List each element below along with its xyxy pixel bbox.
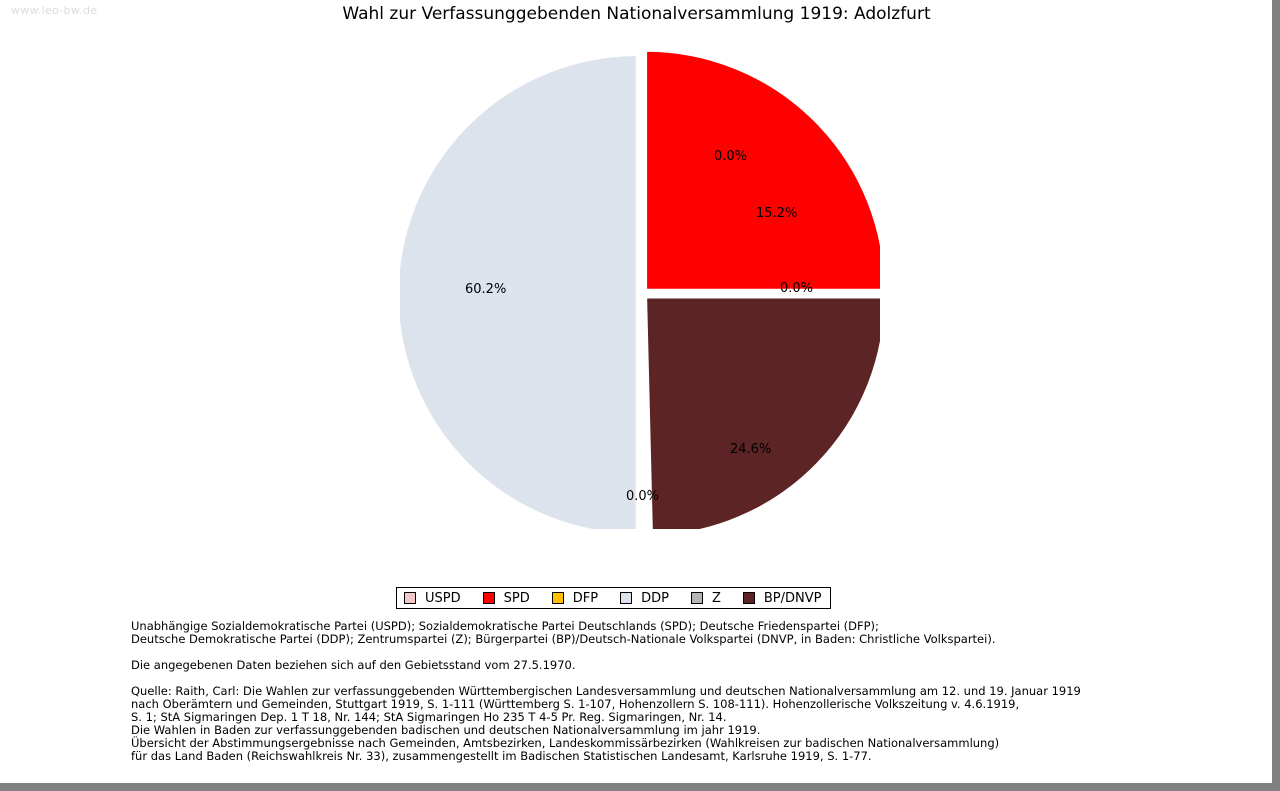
legend-item-bpdnvp[interactable]: BP/DNVP [742, 590, 822, 606]
footer-line: Übersicht der Abstimmungsergebnisse nach… [131, 736, 1000, 750]
page-title: Wahl zur Verfassunggebenden Nationalvers… [342, 4, 931, 24]
legend: USPD SPD DFP DDP Z BP/DNVP [396, 587, 832, 609]
pie-slice-spd[interactable] [644, 49, 880, 292]
footer-line: S. 1; StA Sigmaringen Dep. 1 T 18, Nr. 1… [131, 710, 727, 724]
footer-line: Die angegebenen Daten beziehen sich auf … [131, 658, 576, 672]
legend-label-ddp: DDP [641, 590, 669, 606]
legend-item-z[interactable]: Z [690, 590, 721, 606]
pie-svg [400, 49, 880, 529]
legend-swatch-dfp [551, 592, 564, 604]
pie-slice-bpdnvp[interactable] [644, 295, 880, 529]
window-frame-bottom [0, 783, 1280, 791]
legend-item-ddp[interactable]: DDP [620, 591, 669, 606]
legend-swatch-spd [482, 592, 495, 604]
legend-label-bpdnvp: BP/DNVP [763, 590, 822, 606]
legend-item-spd[interactable]: SPD [482, 590, 530, 606]
legend-label-z: Z [711, 590, 721, 606]
pie-label-dfp: 0.0% [780, 281, 814, 296]
legend-label-dfp: DFP [572, 590, 599, 606]
legend-label-uspd: USPD [425, 590, 461, 606]
footer-line: Deutsche Demokratische Partei (DDP); Zen… [131, 632, 996, 646]
legend-swatch-z [690, 592, 703, 604]
footer-line: Die Wahlen in Baden zur verfassunggebend… [131, 723, 761, 737]
pie-slice-ddp[interactable] [400, 53, 639, 529]
watermark: www.leo-bw.de [11, 4, 98, 17]
legend-swatch-bpdnvp [742, 592, 755, 604]
pie-label-uspd: 0.0% [714, 149, 748, 164]
pie-chart: 0.0% 15.2% 0.0% 60.2% 0.0% 24.6% [400, 49, 880, 529]
footer-line: Unabhängige Sozialdemokratische Partei (… [131, 619, 879, 633]
legend-item-dfp[interactable]: DFP [551, 590, 599, 606]
legend-label-spd: SPD [503, 590, 530, 606]
footer-notes: Unabhängige Sozialdemokratische Partei (… [131, 620, 1081, 763]
pie-label-bpdnvp: 24.6% [730, 442, 772, 457]
footer-parties-note: Unabhängige Sozialdemokratische Partei (… [131, 620, 1081, 646]
legend-swatch-ddp [620, 592, 633, 604]
pie-label-ddp: 60.2% [465, 282, 507, 297]
footer-line: Quelle: Raith, Carl: Die Wahlen zur verf… [131, 684, 1081, 698]
footer-line: für das Land Baden (Reichswahlkreis Nr. … [131, 749, 872, 763]
pie-label-spd: 15.2% [756, 206, 798, 221]
legend-item-uspd[interactable]: USPD [404, 591, 461, 606]
pie-label-z: 0.0% [626, 489, 660, 504]
legend-swatch-uspd [404, 592, 416, 604]
footer-source-note: Quelle: Raith, Carl: Die Wahlen zur verf… [131, 685, 1081, 763]
footer-territory-note: Die angegebenen Daten beziehen sich auf … [131, 659, 1081, 672]
window-frame-right [1272, 0, 1280, 791]
footer-line: nach Oberämtern und Gemeinden, Stuttgart… [131, 697, 1020, 711]
